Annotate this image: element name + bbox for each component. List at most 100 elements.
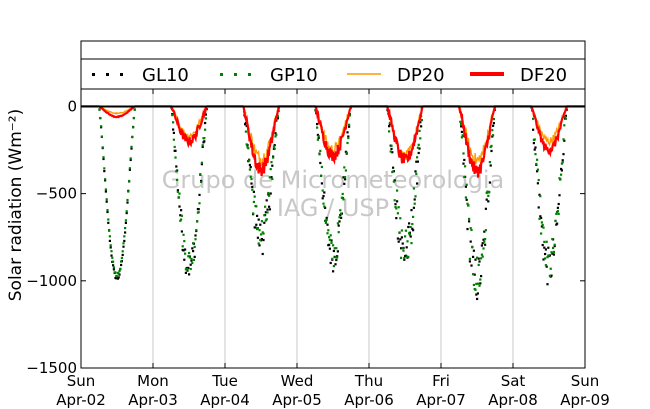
data-point — [401, 242, 404, 245]
data-point — [391, 151, 394, 154]
data-point — [476, 282, 479, 285]
data-point — [400, 229, 403, 232]
data-point — [183, 258, 186, 261]
data-point — [109, 246, 112, 249]
data-point — [463, 175, 466, 179]
data-point — [492, 117, 495, 121]
data-point — [339, 213, 342, 217]
data-point — [100, 135, 103, 138]
data-point — [536, 170, 539, 173]
data-point — [114, 271, 117, 274]
data-point — [326, 223, 329, 226]
series-gp10 — [98, 106, 567, 291]
data-point — [129, 158, 132, 162]
data-point — [346, 141, 349, 145]
data-point — [541, 223, 544, 227]
data-point — [491, 129, 494, 132]
data-point — [272, 156, 275, 159]
data-point — [327, 229, 330, 232]
data-point — [106, 209, 109, 212]
data-point — [130, 147, 133, 150]
data-point — [343, 166, 346, 169]
data-point — [539, 215, 542, 218]
data-point — [409, 225, 412, 229]
data-point — [479, 282, 482, 285]
data-point — [413, 198, 416, 201]
data-point — [129, 157, 132, 160]
data-point — [544, 257, 547, 260]
data-point — [344, 175, 347, 179]
x-tick-label-date: Apr-05 — [272, 391, 322, 409]
data-point — [401, 247, 404, 250]
data-point — [396, 212, 399, 215]
data-point — [120, 263, 123, 267]
data-point — [485, 191, 488, 195]
plot-frame — [80, 88, 586, 369]
data-point — [410, 208, 413, 212]
data-point — [177, 196, 180, 199]
data-point — [403, 258, 406, 261]
data-point — [540, 221, 543, 224]
data-point — [392, 170, 395, 173]
data-point — [204, 121, 207, 125]
data-point — [564, 116, 567, 119]
x-tick-label-day: Sat — [501, 372, 526, 390]
legend-marker — [234, 73, 237, 76]
data-point — [188, 273, 191, 276]
data-point — [404, 235, 407, 238]
data-point — [255, 205, 258, 208]
data-point — [248, 163, 251, 167]
data-point — [552, 246, 555, 250]
data-point — [323, 191, 326, 194]
data-point — [481, 255, 484, 258]
data-point — [560, 169, 563, 172]
data-point — [125, 210, 128, 213]
data-point — [552, 250, 555, 254]
data-point — [492, 134, 495, 137]
data-point — [556, 210, 559, 213]
data-point — [388, 130, 391, 133]
data-point — [187, 255, 190, 258]
data-point — [341, 192, 344, 196]
data-point — [469, 227, 472, 230]
data-point — [468, 260, 471, 263]
data-point — [188, 256, 191, 259]
data-point — [563, 124, 566, 127]
data-point — [248, 159, 251, 162]
data-point — [332, 249, 335, 253]
data-point — [344, 178, 347, 181]
data-point — [554, 219, 557, 223]
data-point — [104, 190, 107, 193]
data-point — [536, 168, 539, 171]
data-point — [480, 257, 483, 260]
data-point — [460, 122, 463, 125]
data-point — [250, 177, 253, 181]
data-point — [271, 177, 274, 181]
data-point — [247, 147, 250, 150]
data-point — [268, 176, 271, 179]
data-point — [540, 232, 543, 235]
data-point — [483, 230, 486, 233]
data-point — [389, 150, 392, 153]
data-point — [465, 183, 468, 186]
data-point — [336, 222, 339, 225]
data-point — [187, 266, 190, 270]
data-point — [259, 223, 262, 226]
data-point — [560, 167, 563, 171]
data-point — [484, 237, 487, 241]
data-point — [484, 229, 487, 232]
data-point — [261, 252, 264, 256]
x-tick-label-day: Sun — [67, 372, 96, 390]
data-point — [200, 180, 203, 184]
data-point — [320, 174, 323, 177]
data-point — [196, 220, 199, 223]
x-tick-label-date: Apr-06 — [344, 391, 394, 409]
data-point — [482, 238, 485, 241]
legend-label: DP20 — [397, 65, 445, 86]
data-point — [127, 190, 130, 193]
data-point — [200, 163, 203, 166]
legend-label: DF20 — [520, 65, 567, 86]
data-point — [268, 205, 271, 208]
data-point — [188, 251, 191, 255]
